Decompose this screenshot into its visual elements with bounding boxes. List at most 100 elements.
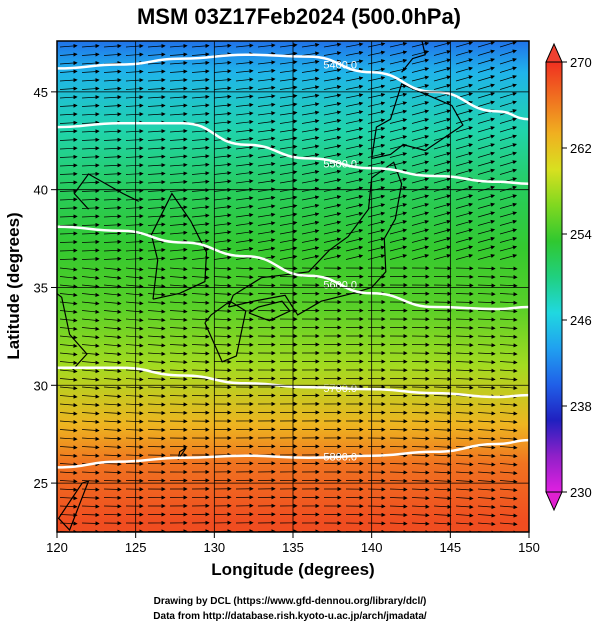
wind-vector — [323, 110, 342, 116]
wind-vector — [477, 151, 495, 158]
wind-vector — [433, 487, 452, 492]
wind-vector — [279, 43, 298, 48]
wind-vector — [169, 283, 188, 289]
wind-vector — [59, 377, 78, 382]
wind-vector — [191, 292, 210, 297]
colorbar-tick-label: 270 — [570, 55, 592, 70]
wind-vector — [147, 326, 166, 331]
wind-vector — [367, 237, 386, 243]
wind-vector — [81, 402, 100, 408]
wind-vector — [59, 318, 78, 323]
wind-vector — [191, 137, 210, 142]
wind-vector — [81, 385, 100, 391]
wind-vector — [455, 66, 474, 73]
wind-vector — [147, 69, 166, 74]
wind-vector — [235, 94, 254, 99]
wind-vector — [477, 126, 495, 133]
wind-vector — [125, 453, 144, 458]
height-contour-line — [57, 53, 529, 121]
wind-vector — [477, 134, 495, 141]
wind-vector — [147, 154, 166, 159]
wind-vector — [147, 419, 166, 424]
wind-vector — [81, 163, 100, 168]
wind-vector — [81, 360, 100, 365]
coastline-path — [401, 41, 426, 73]
wind-vector — [433, 436, 452, 441]
wind-vector — [191, 247, 210, 252]
wind-vector — [499, 236, 518, 243]
wind-vector — [477, 143, 495, 150]
wind-vector — [389, 512, 408, 518]
wind-vector — [257, 212, 276, 218]
wind-vector — [411, 101, 430, 107]
wind-vector — [125, 301, 144, 306]
wind-vector — [59, 292, 78, 297]
wind-vector — [433, 83, 452, 90]
wind-vector — [81, 43, 100, 49]
wind-vector — [411, 67, 430, 73]
wind-vector — [455, 211, 474, 218]
wind-vector — [103, 214, 122, 219]
wind-vector — [301, 76, 320, 82]
coastline-path — [227, 161, 403, 316]
x-tick-label: 130 — [203, 540, 225, 555]
wind-vector — [433, 219, 452, 226]
wind-vector — [213, 120, 232, 125]
wind-vector — [235, 136, 254, 141]
wind-vector — [455, 308, 474, 314]
wind-vector — [301, 212, 320, 218]
wind-vector — [301, 59, 320, 65]
wind-vector — [81, 52, 100, 57]
wind-vector — [323, 254, 342, 260]
wind-vector — [147, 188, 166, 193]
wind-vector — [125, 292, 144, 297]
wind-vector — [125, 368, 144, 373]
wind-vector — [81, 205, 100, 211]
wind-vector — [59, 239, 78, 245]
wind-vector — [81, 292, 100, 297]
wind-vector — [235, 60, 254, 65]
wind-vector — [191, 43, 210, 48]
wind-vector — [345, 254, 364, 260]
wind-vector — [301, 119, 320, 124]
wind-vector — [499, 211, 518, 218]
wind-vector — [323, 42, 342, 48]
wind-vector — [169, 188, 188, 193]
wind-vector — [59, 462, 78, 467]
wind-vector — [433, 134, 452, 141]
wind-vector — [59, 284, 78, 289]
wind-vector — [169, 343, 188, 348]
wind-vector — [477, 211, 496, 218]
wind-vector — [169, 275, 188, 280]
wind-vector — [477, 445, 496, 450]
wind-vector — [59, 267, 78, 272]
wind-vector — [169, 86, 188, 91]
contour-label: 5500.0 — [323, 158, 357, 170]
wind-vector — [477, 58, 495, 65]
wind-vector — [169, 368, 188, 373]
wind-vector — [389, 504, 408, 509]
wind-vector — [301, 246, 320, 252]
wind-vector — [455, 436, 474, 441]
wind-vector — [367, 245, 386, 252]
wind-vector — [455, 487, 474, 492]
wind-vector — [103, 368, 122, 374]
wind-vector — [81, 275, 100, 281]
wind-vector — [103, 377, 122, 382]
y-ticks: 25 30 35 40 45 — [34, 85, 57, 491]
wind-vector — [213, 275, 232, 280]
wind-vector — [389, 470, 408, 475]
wind-vector — [191, 94, 210, 99]
wind-vector — [59, 386, 78, 391]
wind-vector — [169, 111, 188, 117]
wind-vector — [103, 180, 122, 185]
wind-vector — [125, 146, 144, 151]
wind-vector — [103, 394, 122, 399]
wind-vector — [499, 453, 518, 459]
wind-vector — [323, 144, 342, 150]
wind-vector — [213, 325, 232, 331]
wind-vector — [499, 134, 517, 141]
wind-vector — [169, 376, 188, 382]
wind-vector — [323, 85, 342, 90]
height-contour-line — [57, 225, 529, 311]
